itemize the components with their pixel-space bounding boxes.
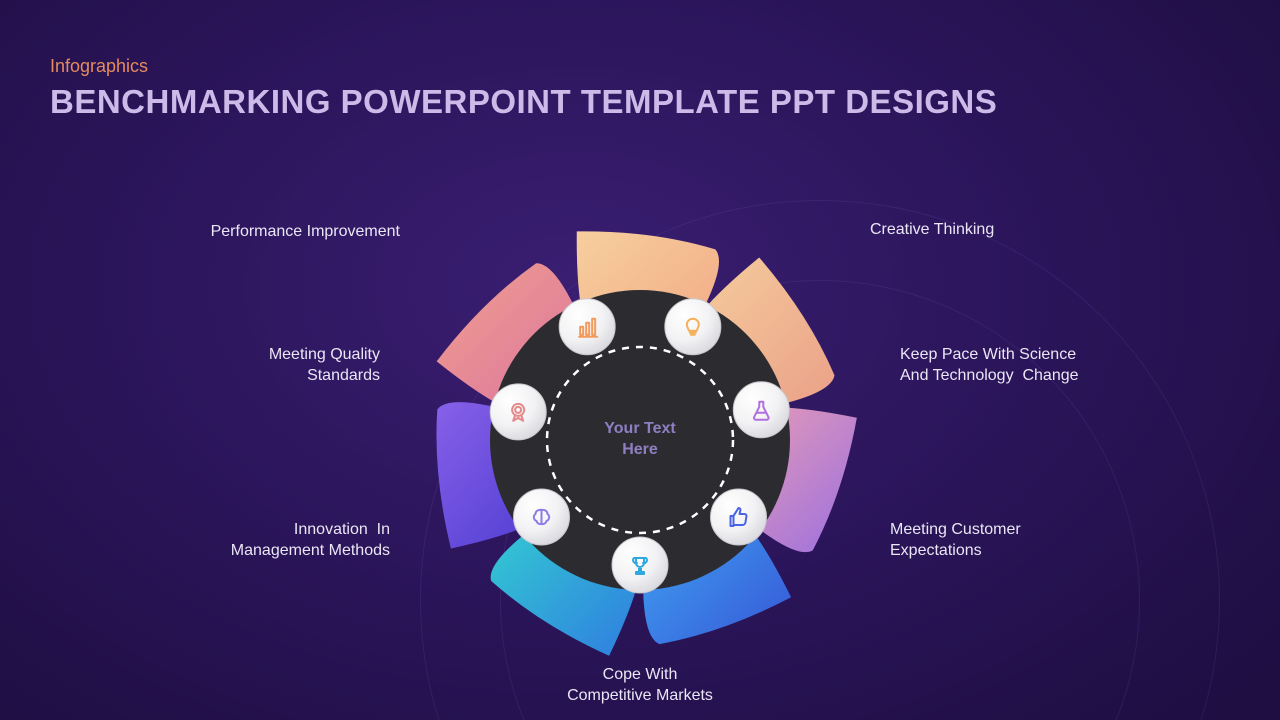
petal-label: Innovation InManagement Methods (231, 520, 390, 562)
petal-label: Meeting CustomerExpectations (890, 520, 1021, 562)
brain-icon (513, 489, 569, 545)
petal-label: Meeting QualityStandards (269, 345, 380, 387)
flask-icon (733, 382, 789, 438)
badge-icon (490, 384, 546, 440)
header-title: BENCHMARKING POWERPOINT TEMPLATE PPT DES… (50, 83, 997, 121)
petal-label: Creative Thinking (870, 220, 994, 241)
header-subtitle: Infographics (50, 56, 997, 77)
thumb-icon (711, 489, 767, 545)
petal-label: Cope WithCompetitive Markets (567, 665, 713, 707)
diagram-center-text: Your TextHere (580, 419, 700, 461)
lightbulb-icon (665, 299, 721, 355)
petal-label: Performance Improvement (211, 222, 400, 243)
petal-label: Keep Pace With ScienceAnd Technology Cha… (900, 345, 1079, 387)
trophy-icon (612, 537, 668, 593)
circular-diagram: Your TextHere Performance Improvement Cre… (0, 160, 1280, 720)
chart-up-icon (559, 299, 615, 355)
